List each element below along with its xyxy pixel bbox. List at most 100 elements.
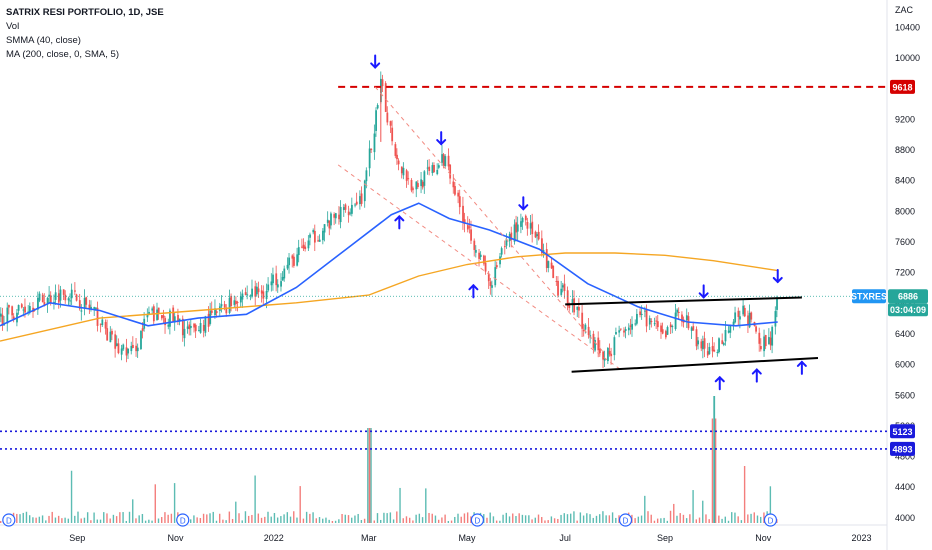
candle-body	[194, 324, 197, 332]
candle-body	[28, 306, 31, 313]
candle-body	[95, 307, 97, 309]
legend-ma200[interactable]: MA (200, close, 0, SMA, 5)	[6, 49, 119, 60]
candle-body	[381, 79, 384, 87]
candle-body	[466, 225, 469, 230]
candle-body	[132, 344, 134, 348]
ma200-line[interactable]	[0, 252, 778, 342]
time-tick-label: Sep	[69, 533, 85, 543]
dividend-marker[interactable]: D	[2, 513, 16, 527]
ticker-badge[interactable]: STXRES	[851, 289, 887, 304]
volume-bar	[682, 514, 685, 523]
candle-body	[236, 302, 239, 304]
channel-line[interactable]	[337, 164, 622, 371]
volume-bar	[740, 520, 743, 523]
candle-body	[309, 234, 311, 238]
volume-bar	[389, 512, 392, 523]
candle-body	[619, 328, 622, 330]
legend-volume[interactable]: Vol	[6, 21, 20, 32]
candle-body	[613, 337, 616, 356]
candle-body	[373, 133, 376, 153]
candle-body	[46, 297, 49, 305]
range-line[interactable]	[571, 356, 819, 373]
price-axis-currency: ZAC	[895, 5, 914, 15]
candle-body	[69, 300, 72, 302]
candle-body	[270, 281, 273, 286]
volume-bar	[273, 512, 276, 523]
candle-body	[441, 154, 443, 163]
candle-body	[260, 290, 263, 294]
candlesticks	[0, 71, 778, 369]
candle-body	[420, 179, 423, 187]
candle-body	[475, 249, 477, 253]
dividend-marker[interactable]: D	[618, 513, 633, 527]
volume-bar	[206, 514, 208, 523]
candle-body	[257, 288, 260, 293]
candle-body	[93, 307, 96, 310]
candle-body	[115, 343, 118, 346]
volume-bar	[711, 418, 714, 523]
volume-bar	[669, 510, 672, 523]
volume-bar	[505, 512, 508, 523]
volume-bar	[341, 514, 343, 523]
volume-bar	[112, 514, 115, 523]
volume-bar	[553, 518, 556, 523]
volume-bar	[125, 520, 127, 523]
volume-bar	[238, 513, 240, 523]
smma40-line[interactable]	[0, 202, 778, 327]
dividend-marker[interactable]: D	[470, 513, 484, 527]
volume-bar	[48, 515, 50, 523]
level-badge-b[interactable]: 4893	[890, 441, 915, 456]
candle-body	[436, 169, 439, 175]
arrow-head	[714, 375, 725, 383]
volume-bar	[747, 514, 749, 523]
volume-bar	[615, 517, 617, 523]
dividend-marker[interactable]: D	[176, 513, 190, 527]
volume-bar	[573, 511, 575, 523]
candle-body	[24, 306, 26, 313]
volume-bar	[35, 517, 37, 523]
candle-body	[117, 343, 120, 354]
candle-body	[136, 347, 139, 352]
countdown-badge[interactable]: 03:04:09	[888, 303, 928, 317]
candle-body	[111, 330, 113, 335]
candle-body	[59, 289, 62, 301]
candle-body	[172, 307, 175, 322]
volume-bar	[309, 513, 311, 523]
candle-body	[363, 180, 366, 202]
price-tick-label: 4000	[895, 513, 915, 523]
level-badge-a[interactable]: 5123	[890, 424, 915, 439]
volume-bar	[653, 520, 656, 523]
legend-smma[interactable]: SMMA (40, close)	[6, 35, 81, 46]
channel-line[interactable]	[374, 86, 605, 353]
volume-bar	[148, 519, 150, 523]
volume-bar	[264, 516, 266, 523]
candle-body	[254, 286, 257, 297]
volume-bar	[582, 515, 585, 523]
time-tick-label: Nov	[755, 533, 772, 543]
candle-body	[225, 307, 228, 314]
candle-body	[162, 315, 165, 318]
candle-body	[520, 221, 522, 227]
candle-body	[8, 305, 10, 308]
candle-body	[550, 262, 553, 269]
volume-bar	[598, 514, 601, 523]
candle-body	[114, 334, 117, 349]
dividend-marker[interactable]: D	[763, 513, 778, 527]
volume-bar	[293, 511, 295, 523]
price-tick-label: 8800	[895, 145, 915, 155]
candle-body	[83, 297, 86, 309]
volume-bar	[576, 520, 578, 523]
resistance-badge[interactable]: 9618	[890, 79, 915, 94]
candle-body	[457, 192, 460, 197]
volume-bar	[611, 512, 614, 523]
candle-body	[141, 328, 144, 331]
range-line[interactable]	[565, 296, 802, 306]
volume-bar	[753, 512, 755, 523]
volume-bar	[714, 418, 717, 523]
last-price-badge[interactable]: 6886	[888, 289, 928, 304]
price-tick-label: 6400	[895, 329, 915, 339]
candle-body	[49, 295, 52, 304]
volume-bar	[518, 513, 520, 523]
candle-body	[265, 291, 268, 300]
